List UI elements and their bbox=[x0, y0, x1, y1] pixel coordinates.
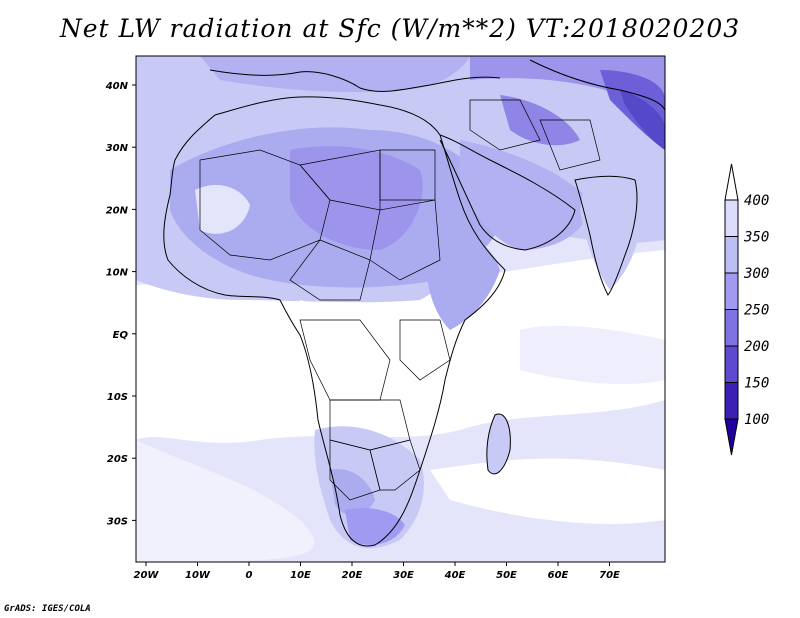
border-chad-niger bbox=[289, 239, 371, 301]
colorbar-swatch bbox=[724, 345, 739, 383]
south-africa-medium bbox=[345, 508, 405, 545]
colorbar-label: 200 bbox=[744, 339, 769, 355]
colorbar-label: 350 bbox=[743, 230, 769, 246]
axis-ticks: 20W 10W 0 10E 20E 30E 40E 50E 60E 70E 40N 30N 20N 10N… bbox=[105, 81, 620, 581]
colorbar-top-arrow bbox=[724, 163, 739, 201]
x-tick-label: 50E bbox=[496, 570, 517, 581]
indian-ocean-pale-band bbox=[520, 325, 665, 385]
colorbar-label: 400 bbox=[744, 193, 769, 209]
western-sahara-pale bbox=[195, 185, 250, 234]
y-tick-label: 30S bbox=[107, 516, 128, 527]
map-title: Net LW radiation at Sfc (W/m**2) VT:2018… bbox=[59, 14, 741, 43]
border-iran-iraq bbox=[469, 99, 541, 151]
colorbar-label: 150 bbox=[744, 376, 769, 392]
south-atlantic-pale-zone bbox=[136, 440, 315, 562]
colorbar-label: 300 bbox=[743, 266, 769, 282]
mediterranean-north-coast bbox=[209, 69, 501, 92]
x-tick-label: 20W bbox=[134, 570, 160, 581]
indian-ocean-white-zone bbox=[430, 458, 665, 524]
x-tick-label: 20E bbox=[342, 570, 363, 581]
border-east-africa bbox=[399, 319, 451, 381]
colorbar-swatch bbox=[724, 199, 739, 237]
colorbar-label: 100 bbox=[744, 412, 769, 428]
asia-coastline bbox=[529, 59, 666, 111]
arabia-medium bbox=[460, 140, 590, 250]
madagascar-light bbox=[486, 414, 511, 474]
colorbar-bottom-arrow bbox=[724, 418, 739, 456]
y-tick-label: 10N bbox=[106, 268, 129, 279]
x-tick-label: 40E bbox=[444, 570, 466, 581]
europe-medium bbox=[200, 56, 470, 92]
colorbar-swatch bbox=[724, 309, 739, 347]
x-tick-label: 10W bbox=[185, 570, 211, 581]
central-sahara-mid bbox=[290, 146, 423, 250]
x-tick-label: 10E bbox=[290, 570, 311, 581]
credit-text: GrADS: IGES/COLA bbox=[4, 604, 91, 614]
y-tick-label: 40N bbox=[105, 81, 129, 92]
congo-white bbox=[295, 300, 400, 420]
india-coastline bbox=[574, 175, 638, 296]
madagascar-coastline bbox=[486, 413, 511, 475]
colorbar-swatch bbox=[724, 272, 739, 310]
tibet-darkest bbox=[620, 90, 665, 150]
x-tick-label: 60E bbox=[548, 570, 569, 581]
horn-of-africa-medium bbox=[426, 229, 500, 330]
colorbar-swatch bbox=[724, 236, 739, 274]
x-tick-label: 70E bbox=[599, 570, 620, 581]
x-tick-label: 0 bbox=[246, 570, 253, 581]
y-tick-label: 20N bbox=[106, 205, 129, 216]
colorbar-swatch bbox=[724, 382, 739, 420]
x-tick-label: 30E bbox=[393, 570, 414, 581]
map-frame bbox=[135, 55, 666, 563]
border-sudan bbox=[369, 199, 441, 281]
border-mozambique bbox=[369, 439, 421, 491]
radiation-field bbox=[136, 56, 665, 562]
kalahari-medium bbox=[330, 469, 375, 516]
y-tick-label: 20S bbox=[107, 454, 128, 465]
y-tick-label: 30N bbox=[106, 143, 129, 154]
border-namibia bbox=[329, 439, 381, 501]
border-afghanistan-pakistan bbox=[539, 119, 601, 171]
y-tick-label: EQ bbox=[113, 330, 129, 341]
colorbar: 400 350 300 250 200 150 100 bbox=[724, 163, 769, 456]
y-tick-label: 10S bbox=[107, 392, 128, 403]
arabia-coastline bbox=[439, 134, 576, 251]
country-borders bbox=[199, 99, 601, 501]
colorbar-label: 250 bbox=[744, 303, 769, 319]
